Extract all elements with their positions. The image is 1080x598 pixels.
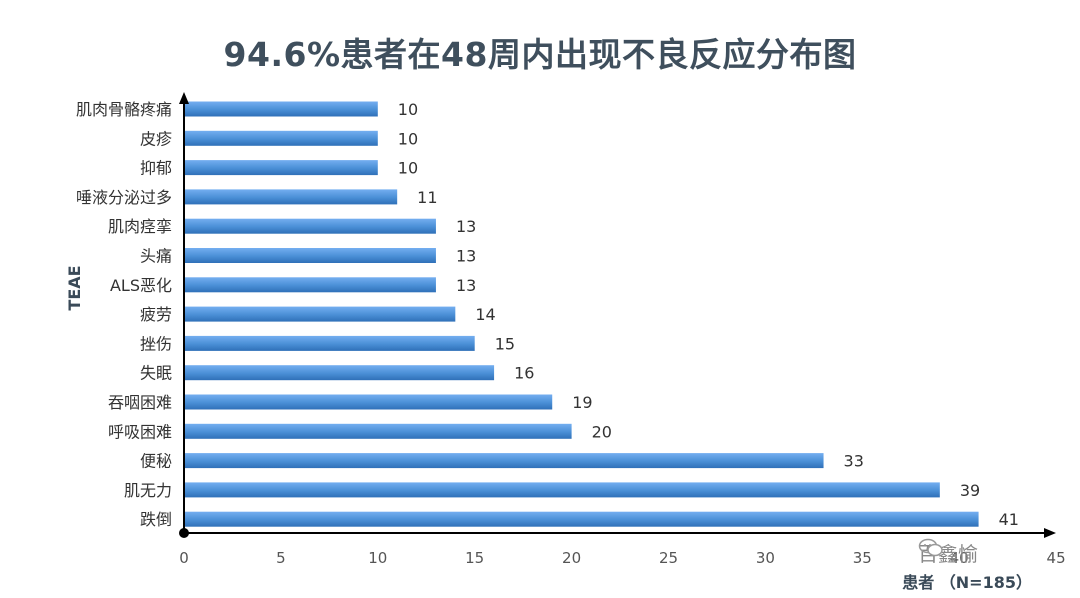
value-label: 11 [417, 188, 437, 207]
axis-origin-dot [179, 528, 189, 538]
value-label: 20 [592, 422, 612, 441]
category-label: 肌肉骨骼疼痛 [76, 100, 172, 119]
bar-3 [184, 189, 398, 205]
value-label: 10 [398, 100, 418, 119]
x-tick-label: 35 [853, 549, 872, 567]
x-tick-label: 45 [1047, 549, 1066, 567]
category-label: 失眠 [140, 364, 172, 383]
x-tick-label: 10 [368, 549, 387, 567]
bar-0 [184, 101, 378, 117]
category-label: 挫伤 [140, 334, 172, 353]
bar-1 [184, 130, 378, 146]
category-label: 抑郁 [140, 159, 172, 178]
x-tick-label: 0 [179, 549, 189, 567]
category-label: 头痛 [140, 247, 172, 266]
value-label: 19 [572, 393, 592, 412]
category-label: 肌无力 [124, 481, 172, 500]
y-axis-arrow [179, 92, 189, 104]
x-tick-label: 40 [950, 549, 969, 567]
value-label: 33 [844, 452, 864, 471]
x-tick-label: 20 [562, 549, 581, 567]
bar-5 [184, 248, 436, 263]
x-axis-title: 患者 （N=185） [902, 573, 1032, 592]
category-label: 皮疹 [140, 129, 172, 148]
value-label: 13 [456, 247, 476, 266]
bar-8 [184, 335, 475, 351]
value-label: 16 [514, 364, 534, 383]
value-label: 15 [495, 334, 515, 353]
bar-6 [184, 277, 436, 293]
bar-9 [184, 365, 495, 381]
category-label: 吞咽困难 [108, 393, 172, 412]
category-label: 疲劳 [140, 305, 172, 324]
watermark: 百鑫愉 [918, 538, 978, 567]
bar-7 [184, 306, 456, 322]
value-label: 13 [456, 217, 476, 236]
value-label: 13 [456, 276, 476, 295]
wechat-icon [918, 538, 943, 557]
value-label: 10 [398, 129, 418, 148]
category-label: 跌倒 [140, 510, 172, 529]
y-axis-title: TEAE [65, 265, 84, 310]
x-tick-label: 5 [276, 549, 286, 567]
chart-title: 94.6%患者在48周内出现不良反应分布图 [223, 35, 857, 74]
bar-2 [184, 160, 378, 176]
bar-10 [184, 394, 553, 410]
value-label: 39 [960, 481, 980, 500]
watermark-text: 百鑫愉 [918, 542, 978, 566]
category-label: 便秘 [140, 452, 172, 471]
category-label: 唾液分泌过多 [76, 188, 172, 207]
bar-11 [184, 423, 572, 439]
value-label: 14 [475, 305, 495, 324]
category-label: ALS恶化 [110, 276, 172, 295]
bar-14 [184, 511, 979, 527]
x-tick-label: 15 [465, 549, 484, 567]
x-axis-arrow [1044, 528, 1056, 538]
x-tick-label: 30 [756, 549, 775, 567]
bar-13 [184, 482, 940, 498]
category-label: 肌肉痉挛 [108, 217, 172, 236]
value-label: 10 [398, 159, 418, 178]
bar-12 [184, 453, 824, 469]
value-label: 41 [999, 510, 1019, 529]
bar-4 [184, 218, 436, 234]
x-tick-label: 25 [659, 549, 678, 567]
category-label: 呼吸困难 [108, 422, 172, 441]
